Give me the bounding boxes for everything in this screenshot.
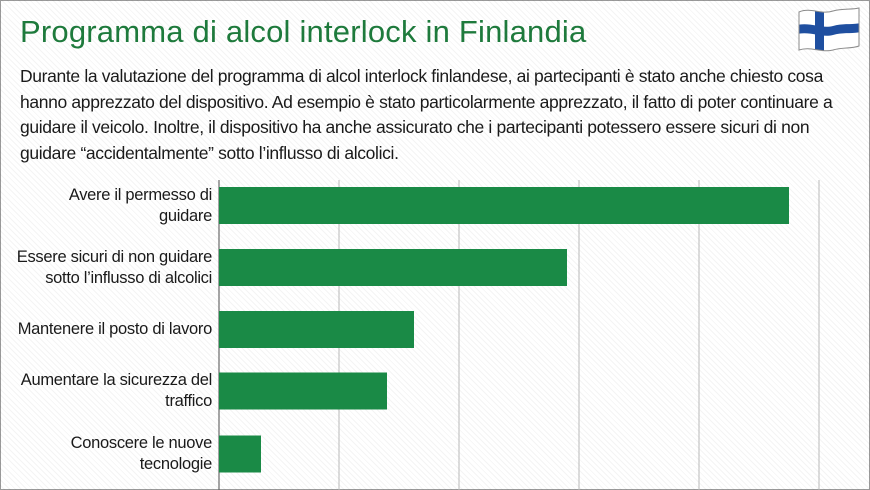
bar <box>219 249 567 286</box>
category-label: Conoscere le nuove tecnologie <box>70 434 213 473</box>
bar <box>219 311 414 348</box>
category-label: Avere il permesso di guidare <box>68 185 212 225</box>
finland-flag-icon <box>798 7 860 52</box>
bar <box>219 187 789 224</box>
category-label: Aumentare la sicurezza del traffico <box>20 371 213 410</box>
bar <box>219 435 261 473</box>
page-title: Programma di alcol interlock in Finlandi… <box>20 14 587 49</box>
category-label: Essere sicuri di non guidare sotto l’inf… <box>16 247 213 287</box>
category-label: Mantenere il posto di lavoro <box>17 320 213 338</box>
bar <box>219 372 387 410</box>
description-text: Durante la valutazione del programma di … <box>20 66 833 163</box>
